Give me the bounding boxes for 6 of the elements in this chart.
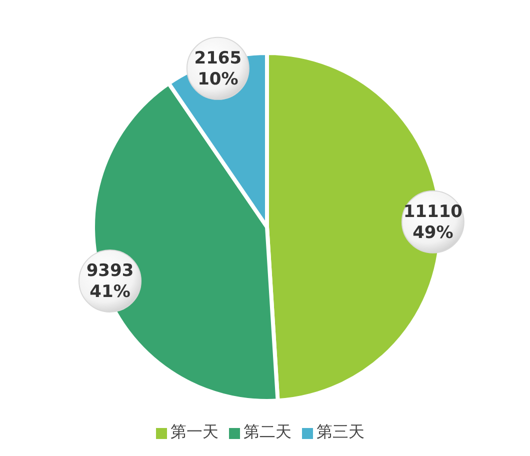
- data-label: 11110 49%: [403, 202, 463, 243]
- data-label: 2165 10%: [194, 48, 242, 90]
- data-label: 9393 41%: [86, 260, 134, 302]
- legend-label: 第一天: [170, 422, 218, 441]
- legend-label: 第三天: [316, 422, 364, 441]
- legend-label: 第二天: [244, 422, 292, 441]
